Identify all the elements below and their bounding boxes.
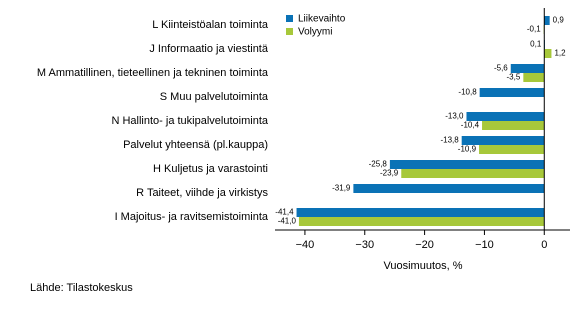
value-label: 1,2 [554, 49, 566, 58]
bar [482, 121, 545, 130]
x-axis-label: Vuosimuutos, % [383, 260, 462, 272]
value-label: -41,4 [275, 208, 294, 217]
bar [479, 145, 545, 154]
bar [353, 184, 545, 193]
value-label: -41,0 [278, 217, 297, 226]
bar [523, 73, 545, 82]
bar [461, 136, 545, 145]
legend-label: Liikevaihto [298, 14, 346, 25]
category-label: N Hallinto- ja tukipalvelutoiminta [111, 115, 268, 127]
bar [298, 217, 545, 226]
value-label: -5,6 [494, 64, 508, 73]
x-tick-label: −40 [296, 239, 315, 251]
value-label: -10,8 [458, 88, 477, 97]
value-label: 0,9 [553, 16, 565, 25]
category-label: S Muu palvelutoiminta [160, 91, 269, 103]
x-tick-label: 0 [541, 239, 547, 251]
bar [401, 169, 545, 178]
value-label: -25,8 [369, 160, 388, 169]
category-label: H Kuljetus ja varastointi [153, 163, 268, 175]
bar [510, 64, 545, 73]
x-tick-label: −10 [475, 239, 494, 251]
value-label: -10,9 [458, 145, 477, 154]
source: Lähde: Tilastokeskus [30, 282, 133, 294]
x-tick-label: −30 [355, 239, 374, 251]
bar [479, 88, 545, 97]
value-label: -0,1 [527, 25, 541, 34]
value-label: 0,1 [530, 40, 542, 49]
bar [544, 16, 550, 25]
legend-swatch [286, 28, 293, 35]
category-label: I Majoitus- ja ravitsemistoiminta [115, 211, 269, 223]
legend-label: Volyymi [298, 27, 332, 38]
bar [389, 160, 545, 169]
category-label: J Informaatio ja viestintä [149, 43, 268, 55]
bar [466, 112, 545, 121]
value-label: -13,0 [445, 112, 464, 121]
value-label: -31,9 [332, 184, 351, 193]
category-label: R Taiteet, viihde ja virkistys [136, 187, 268, 199]
value-label: -10,4 [461, 121, 480, 130]
value-label: -23,9 [380, 169, 399, 178]
category-label: M Ammatillinen, tieteellinen ja tekninen… [37, 67, 269, 79]
category-label: L Kiinteistöalan toiminta [152, 19, 269, 31]
category-label: Palvelut yhteensä (pl.kauppa) [123, 139, 268, 151]
value-label: -3,5 [507, 73, 521, 82]
legend-swatch [286, 15, 293, 22]
bar [296, 208, 545, 217]
x-tick-label: −20 [415, 239, 434, 251]
bar [544, 49, 552, 58]
value-label: -13,8 [440, 136, 459, 145]
